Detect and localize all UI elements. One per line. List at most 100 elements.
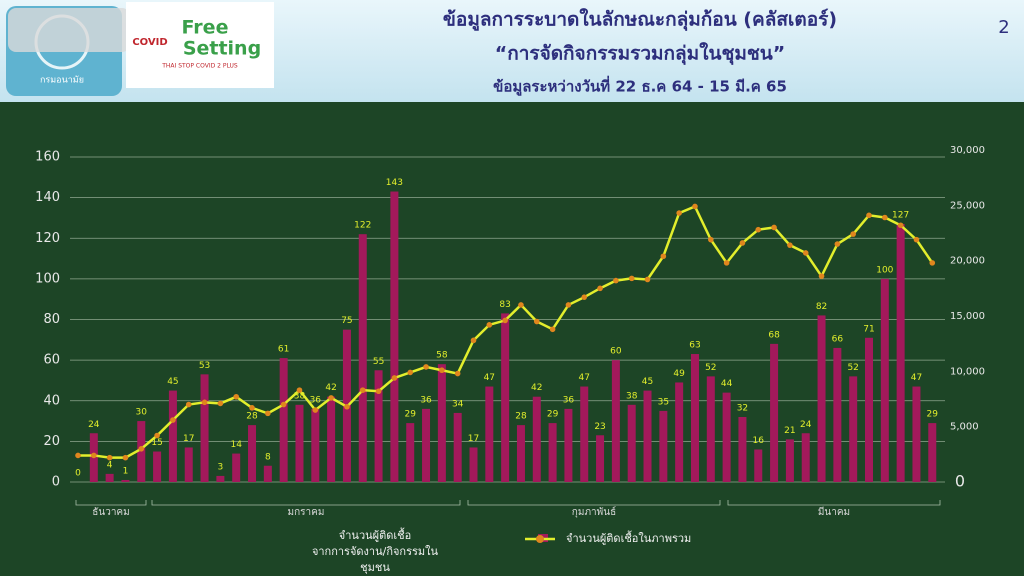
bar bbox=[437, 364, 446, 482]
bar bbox=[311, 408, 320, 482]
y-tick-label: 0 bbox=[52, 475, 60, 490]
y2-tick-label: 5,000 bbox=[950, 422, 979, 433]
bar-value-label: 14 bbox=[230, 440, 242, 450]
bar-value-label: 75 bbox=[341, 316, 352, 326]
bar bbox=[580, 386, 589, 482]
bar bbox=[675, 382, 684, 482]
line-marker bbox=[233, 393, 239, 400]
bar bbox=[232, 453, 241, 482]
bar-value-label: 4 bbox=[107, 460, 113, 470]
month-label: มีนาคม bbox=[818, 506, 850, 518]
bar bbox=[627, 404, 636, 482]
line-marker bbox=[391, 375, 398, 381]
legend-bar-label: จำนวนผู้ติดเชื้อ จากการจัดงาน/กิจกรรมในช… bbox=[311, 529, 439, 574]
bar-value-label: 38 bbox=[294, 391, 306, 401]
bar bbox=[738, 417, 747, 482]
line-marker bbox=[597, 285, 603, 292]
line-marker bbox=[723, 260, 730, 266]
bar-value-label: 83 bbox=[499, 300, 510, 310]
line-marker bbox=[106, 454, 113, 461]
bar-value-label: 35 bbox=[658, 397, 669, 407]
bar bbox=[153, 451, 162, 482]
logo-right-box bbox=[126, 2, 274, 88]
bar-value-label: 36 bbox=[563, 395, 575, 405]
bar-value-label: 30 bbox=[136, 408, 148, 418]
line-marker bbox=[518, 302, 524, 308]
logo-left-text: กรมอนามัย bbox=[40, 76, 84, 86]
bar-value-label: 47 bbox=[911, 373, 922, 383]
y-tick-label: 160 bbox=[35, 150, 60, 165]
bar bbox=[358, 234, 367, 482]
y2-tick-label: 15,000 bbox=[950, 311, 985, 322]
bar bbox=[327, 396, 336, 482]
bar bbox=[706, 376, 715, 482]
bar bbox=[453, 412, 462, 482]
y-tick-label: 80 bbox=[43, 312, 60, 327]
bar bbox=[643, 390, 652, 482]
bar bbox=[390, 191, 399, 482]
bar bbox=[659, 410, 668, 482]
y-tick-label: 40 bbox=[43, 393, 60, 408]
logo-free: Free bbox=[182, 17, 229, 39]
line-marker bbox=[170, 417, 176, 423]
month-bracket bbox=[75, 500, 147, 506]
bar-value-label: 61 bbox=[278, 345, 289, 355]
bar-value-label: 29 bbox=[927, 410, 939, 420]
bar-value-label: 1 bbox=[123, 466, 129, 476]
y-tick-label: 120 bbox=[35, 231, 60, 246]
bar-value-label: 32 bbox=[737, 404, 748, 414]
bar bbox=[722, 392, 731, 482]
bar-value-label: 47 bbox=[484, 373, 495, 383]
y2-tick-label: 10,000 bbox=[950, 366, 985, 377]
bar-value-label: 82 bbox=[816, 302, 827, 312]
bar bbox=[279, 358, 288, 482]
legend-line-marker bbox=[536, 535, 544, 543]
line-marker bbox=[739, 240, 746, 246]
bar bbox=[817, 315, 826, 482]
bar bbox=[880, 278, 889, 482]
line-marker bbox=[755, 226, 762, 233]
line-marker bbox=[122, 454, 129, 461]
bar-value-label: 24 bbox=[88, 420, 100, 430]
bar bbox=[833, 347, 842, 482]
line-marker bbox=[850, 231, 856, 237]
bar bbox=[928, 423, 937, 482]
month-label: ธันวาคม bbox=[92, 507, 129, 518]
line-marker bbox=[929, 260, 936, 266]
bar-value-label: 122 bbox=[354, 221, 371, 231]
line-marker bbox=[818, 273, 825, 279]
logo-tagline: THAI STOP COVID 2 PLUS bbox=[161, 63, 238, 70]
line-marker bbox=[644, 276, 651, 283]
bar bbox=[422, 408, 431, 482]
month-bracket bbox=[151, 500, 461, 506]
line-marker bbox=[344, 403, 350, 410]
bar-value-label: 16 bbox=[753, 436, 765, 446]
bar-value-label: 17 bbox=[468, 434, 479, 444]
window-controls[interactable] bbox=[8, 8, 130, 52]
bar-value-label: 52 bbox=[847, 363, 858, 373]
bar-value-label: 29 bbox=[404, 410, 416, 420]
bar bbox=[596, 435, 605, 482]
line-marker bbox=[692, 203, 698, 210]
bar bbox=[770, 343, 779, 482]
bar bbox=[485, 386, 494, 482]
bar-value-label: 45 bbox=[167, 377, 178, 387]
line-marker bbox=[787, 242, 793, 248]
bar bbox=[865, 337, 873, 482]
line-marker bbox=[676, 210, 682, 216]
line-marker bbox=[628, 275, 635, 282]
line-marker bbox=[913, 236, 920, 243]
bar bbox=[548, 423, 557, 482]
line-marker bbox=[533, 318, 540, 325]
line-marker bbox=[565, 302, 572, 308]
bar-value-label: 47 bbox=[579, 373, 590, 383]
logo-covid: COVID bbox=[132, 37, 167, 48]
line-marker bbox=[802, 250, 809, 256]
logo-setting: Setting bbox=[183, 38, 261, 60]
line-marker bbox=[866, 212, 872, 219]
bar-value-label: 53 bbox=[199, 361, 210, 371]
bar bbox=[611, 360, 620, 482]
bar-value-label: 55 bbox=[373, 357, 384, 367]
line-marker bbox=[91, 452, 97, 459]
